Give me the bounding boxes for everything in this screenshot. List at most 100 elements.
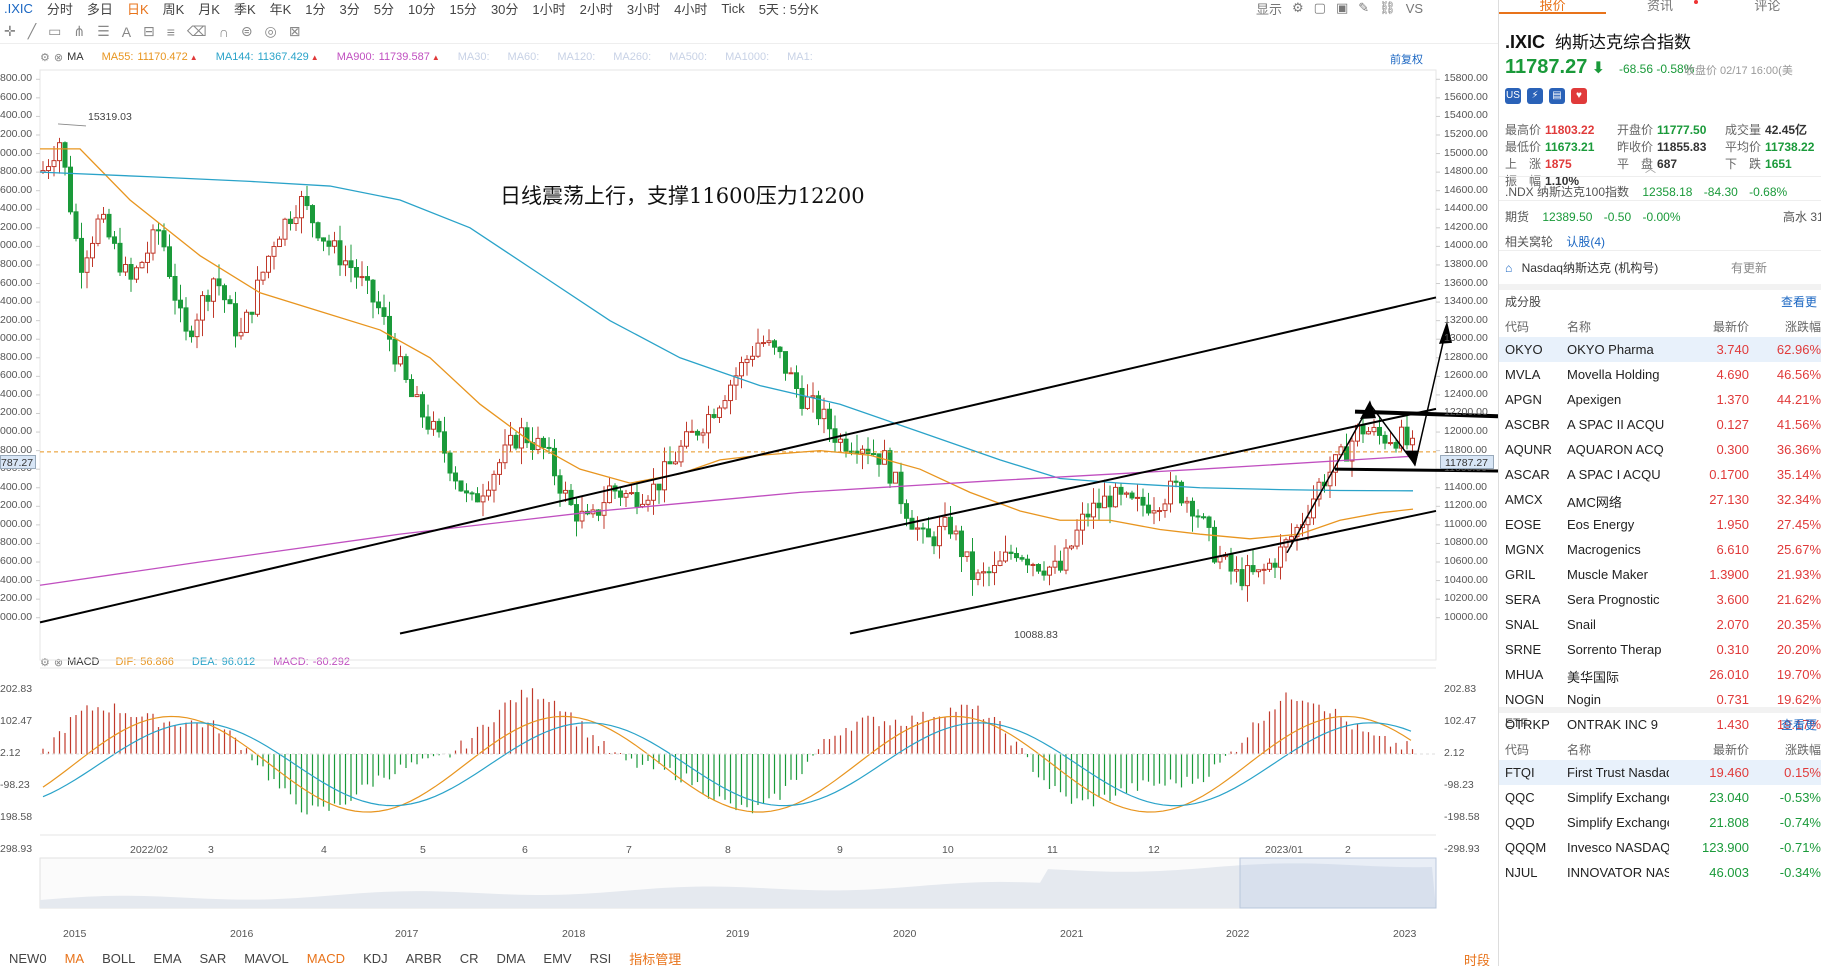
header-3[interactable]: 涨跌幅	[1784, 743, 1821, 757]
fuquan-button[interactable]: 前复权	[1390, 54, 1423, 66]
period-4[interactable]: 月K	[198, 1, 220, 17]
period-0[interactable]: 分时	[46, 1, 73, 17]
display-menu[interactable]: 显示	[1256, 1, 1283, 17]
table-row[interactable]: OTRKP ONTRAK INC 9 1.430 19.17%	[1499, 712, 1821, 737]
period-12[interactable]: 30分	[490, 1, 519, 17]
period-3[interactable]: 周K	[162, 1, 185, 17]
eye-icon[interactable]: ◎	[264, 23, 277, 39]
period-13[interactable]: 1小时	[532, 1, 566, 17]
table-row[interactable]: MHUA 美华国际 26.010 19.70%	[1499, 662, 1821, 687]
timeline-selection[interactable]	[1239, 857, 1437, 909]
futures-row[interactable]: 期货 12389.50 -0.50 -0.00%	[1505, 208, 1681, 225]
table-row[interactable]: ASCBR A SPAC II ACQU 0.127 41.56%	[1499, 412, 1821, 437]
tab-quote[interactable]: 报价	[1499, 0, 1607, 14]
channel-tool-icon[interactable]: ☰	[97, 23, 110, 39]
period-2[interactable]: 日K	[126, 1, 149, 17]
table-row[interactable]: GRIL Muscle Maker 1.3900 21.93%	[1499, 562, 1821, 587]
period-11[interactable]: 15分	[449, 1, 477, 17]
header-1[interactable]: 名称	[1567, 743, 1592, 757]
indicator-ma[interactable]: MA	[64, 950, 85, 966]
header-0[interactable]: 代码	[1505, 743, 1530, 757]
table-row[interactable]: FTQI First Trust Nasdaq 19.460 0.15%	[1499, 760, 1821, 785]
link-icon[interactable]: ⛓	[1379, 0, 1396, 15]
period-5[interactable]: 季K	[233, 1, 256, 17]
macd-settings-icon[interactable]: ⚙	[40, 656, 50, 669]
text-tool-icon[interactable]: A	[121, 23, 132, 40]
table-row[interactable]: NJUL INNOVATOR NAS 46.003 -0.34%	[1499, 860, 1821, 885]
crosshair-icon[interactable]: ✛	[4, 23, 16, 39]
camera-icon[interactable]: ▣	[1335, 0, 1349, 15]
ruler-icon[interactable]: ⊟	[143, 23, 155, 39]
tab-news[interactable]: 资讯	[1646, 0, 1673, 13]
indicator-boll[interactable]: BOLL	[102, 950, 136, 966]
indicator-new0[interactable]: NEW0	[9, 950, 47, 966]
indicator-rsi[interactable]: RSI	[589, 950, 612, 966]
header-2[interactable]: 最新价	[1712, 743, 1749, 757]
table-row[interactable]: MGNX Macrogenics 6.610 25.67%	[1499, 537, 1821, 562]
etf-more[interactable]: 查看更	[1780, 718, 1817, 732]
pen-icon[interactable]: ✎	[1358, 0, 1370, 15]
symbol-tab[interactable]: .IXIC	[4, 0, 33, 16]
indicator-dma[interactable]: DMA	[496, 950, 526, 966]
period-6[interactable]: 年K	[269, 1, 292, 17]
us-flag-icon[interactable]: US	[1505, 88, 1521, 104]
period-8[interactable]: 3分	[339, 1, 360, 17]
magnet-icon[interactable]: ∩	[218, 23, 229, 40]
period-1[interactable]: 多日	[86, 1, 113, 17]
table-row[interactable]: APGN Apexigen 1.370 44.21%	[1499, 387, 1821, 412]
table-row[interactable]: QQC Simplify Exchange 23.040 -0.53%	[1499, 785, 1821, 810]
kline-chart[interactable]	[0, 46, 1498, 950]
table-row[interactable]: SRNE Sorrento Therap 0.310 20.20%	[1499, 637, 1821, 662]
macd-close-icon[interactable]: ⊗	[53, 656, 64, 669]
table-row[interactable]: MVLA Movella Holding 4.690 46.56%	[1499, 362, 1821, 387]
header-3[interactable]: 涨跌幅	[1784, 320, 1821, 334]
indicator-kdj[interactable]: KDJ	[363, 950, 388, 966]
header-0[interactable]: 代码	[1505, 320, 1530, 334]
indicator-mavol[interactable]: MAVOL	[244, 950, 289, 966]
brand-row[interactable]: ⌂ Nasdaq纳斯达克 (机构号)	[1505, 259, 1658, 276]
indicator-ema[interactable]: EMA	[153, 950, 182, 966]
note-icon[interactable]: ▤	[1549, 88, 1565, 104]
macd-name[interactable]: MACD	[67, 656, 100, 668]
period-14[interactable]: 2小时	[579, 1, 613, 17]
ndx-row[interactable]: .NDX 纳斯达克100指数 12358.18 -84.30 -0.68%	[1505, 183, 1787, 200]
table-row[interactable]: SNAL Snail 2.070 20.35%	[1499, 612, 1821, 637]
table-row[interactable]: QQQM Invesco NASDAQ 123.900 -0.71%	[1499, 835, 1821, 860]
table-row[interactable]: OKYO OKYO Pharma 3.740 62.96%	[1499, 337, 1821, 362]
legend-settings-icon[interactable]: ⚙	[40, 51, 50, 64]
period-10[interactable]: 10分	[408, 1, 436, 17]
table-row[interactable]: AMCX AMC网络 27.130 32.34%	[1499, 487, 1821, 512]
settings-icon[interactable]: ⚙	[1292, 0, 1304, 15]
table-row[interactable]: QQD Simplify Exchange 21.808 -0.74%	[1499, 810, 1821, 835]
fork-tool-icon[interactable]: ⋔	[73, 23, 86, 39]
indicator-manage[interactable]: 指标管理	[629, 951, 682, 966]
brand-update[interactable]: 有更新	[1731, 261, 1768, 275]
indicator-sar[interactable]: SAR	[199, 950, 227, 966]
period-17[interactable]: Tick	[721, 0, 745, 16]
flash-icon[interactable]: ⚡	[1527, 88, 1543, 104]
layout-icon[interactable]: ▢	[1313, 0, 1326, 15]
legend-close-icon[interactable]: ⊗	[53, 51, 64, 64]
table-row[interactable]: AQUNR AQUARON ACQ 0.300 36.36%	[1499, 437, 1821, 462]
header-2[interactable]: 最新价	[1712, 320, 1749, 334]
lock-icon[interactable]: ⊜	[240, 23, 253, 39]
table-row[interactable]: ASCAR A SPAC I ACQU 0.1700 35.14%	[1499, 462, 1821, 487]
table-row[interactable]: NOGN Nogin 0.731 19.62%	[1499, 687, 1821, 712]
table-row[interactable]: SERA Sera Prognostic 3.600 21.62%	[1499, 587, 1821, 612]
table-row[interactable]: EOSE Eos Energy 1.950 27.45%	[1499, 512, 1821, 537]
line-tool-icon[interactable]: ╱	[27, 23, 37, 39]
erase-icon[interactable]: ⌫	[186, 23, 207, 39]
warrants-link[interactable]: 认股(4)	[1566, 235, 1606, 249]
period-15[interactable]: 3小时	[626, 1, 661, 17]
trash-icon[interactable]: ⊠	[288, 23, 301, 39]
shape-tool-icon[interactable]: ▭	[48, 23, 62, 39]
period-7[interactable]: 1分	[305, 1, 326, 17]
period-18[interactable]: 5天 : 5分K	[758, 1, 819, 17]
indicator-arbr[interactable]: ARBR	[405, 950, 442, 966]
tab-comments[interactable]: 评论	[1754, 0, 1781, 13]
period-9[interactable]: 5分	[373, 1, 394, 17]
constituents-more[interactable]: 查看更	[1780, 295, 1817, 309]
indicator-emv[interactable]: EMV	[543, 950, 572, 966]
header-1[interactable]: 名称	[1567, 320, 1592, 334]
fib-tool-icon[interactable]: ≡	[166, 23, 175, 40]
